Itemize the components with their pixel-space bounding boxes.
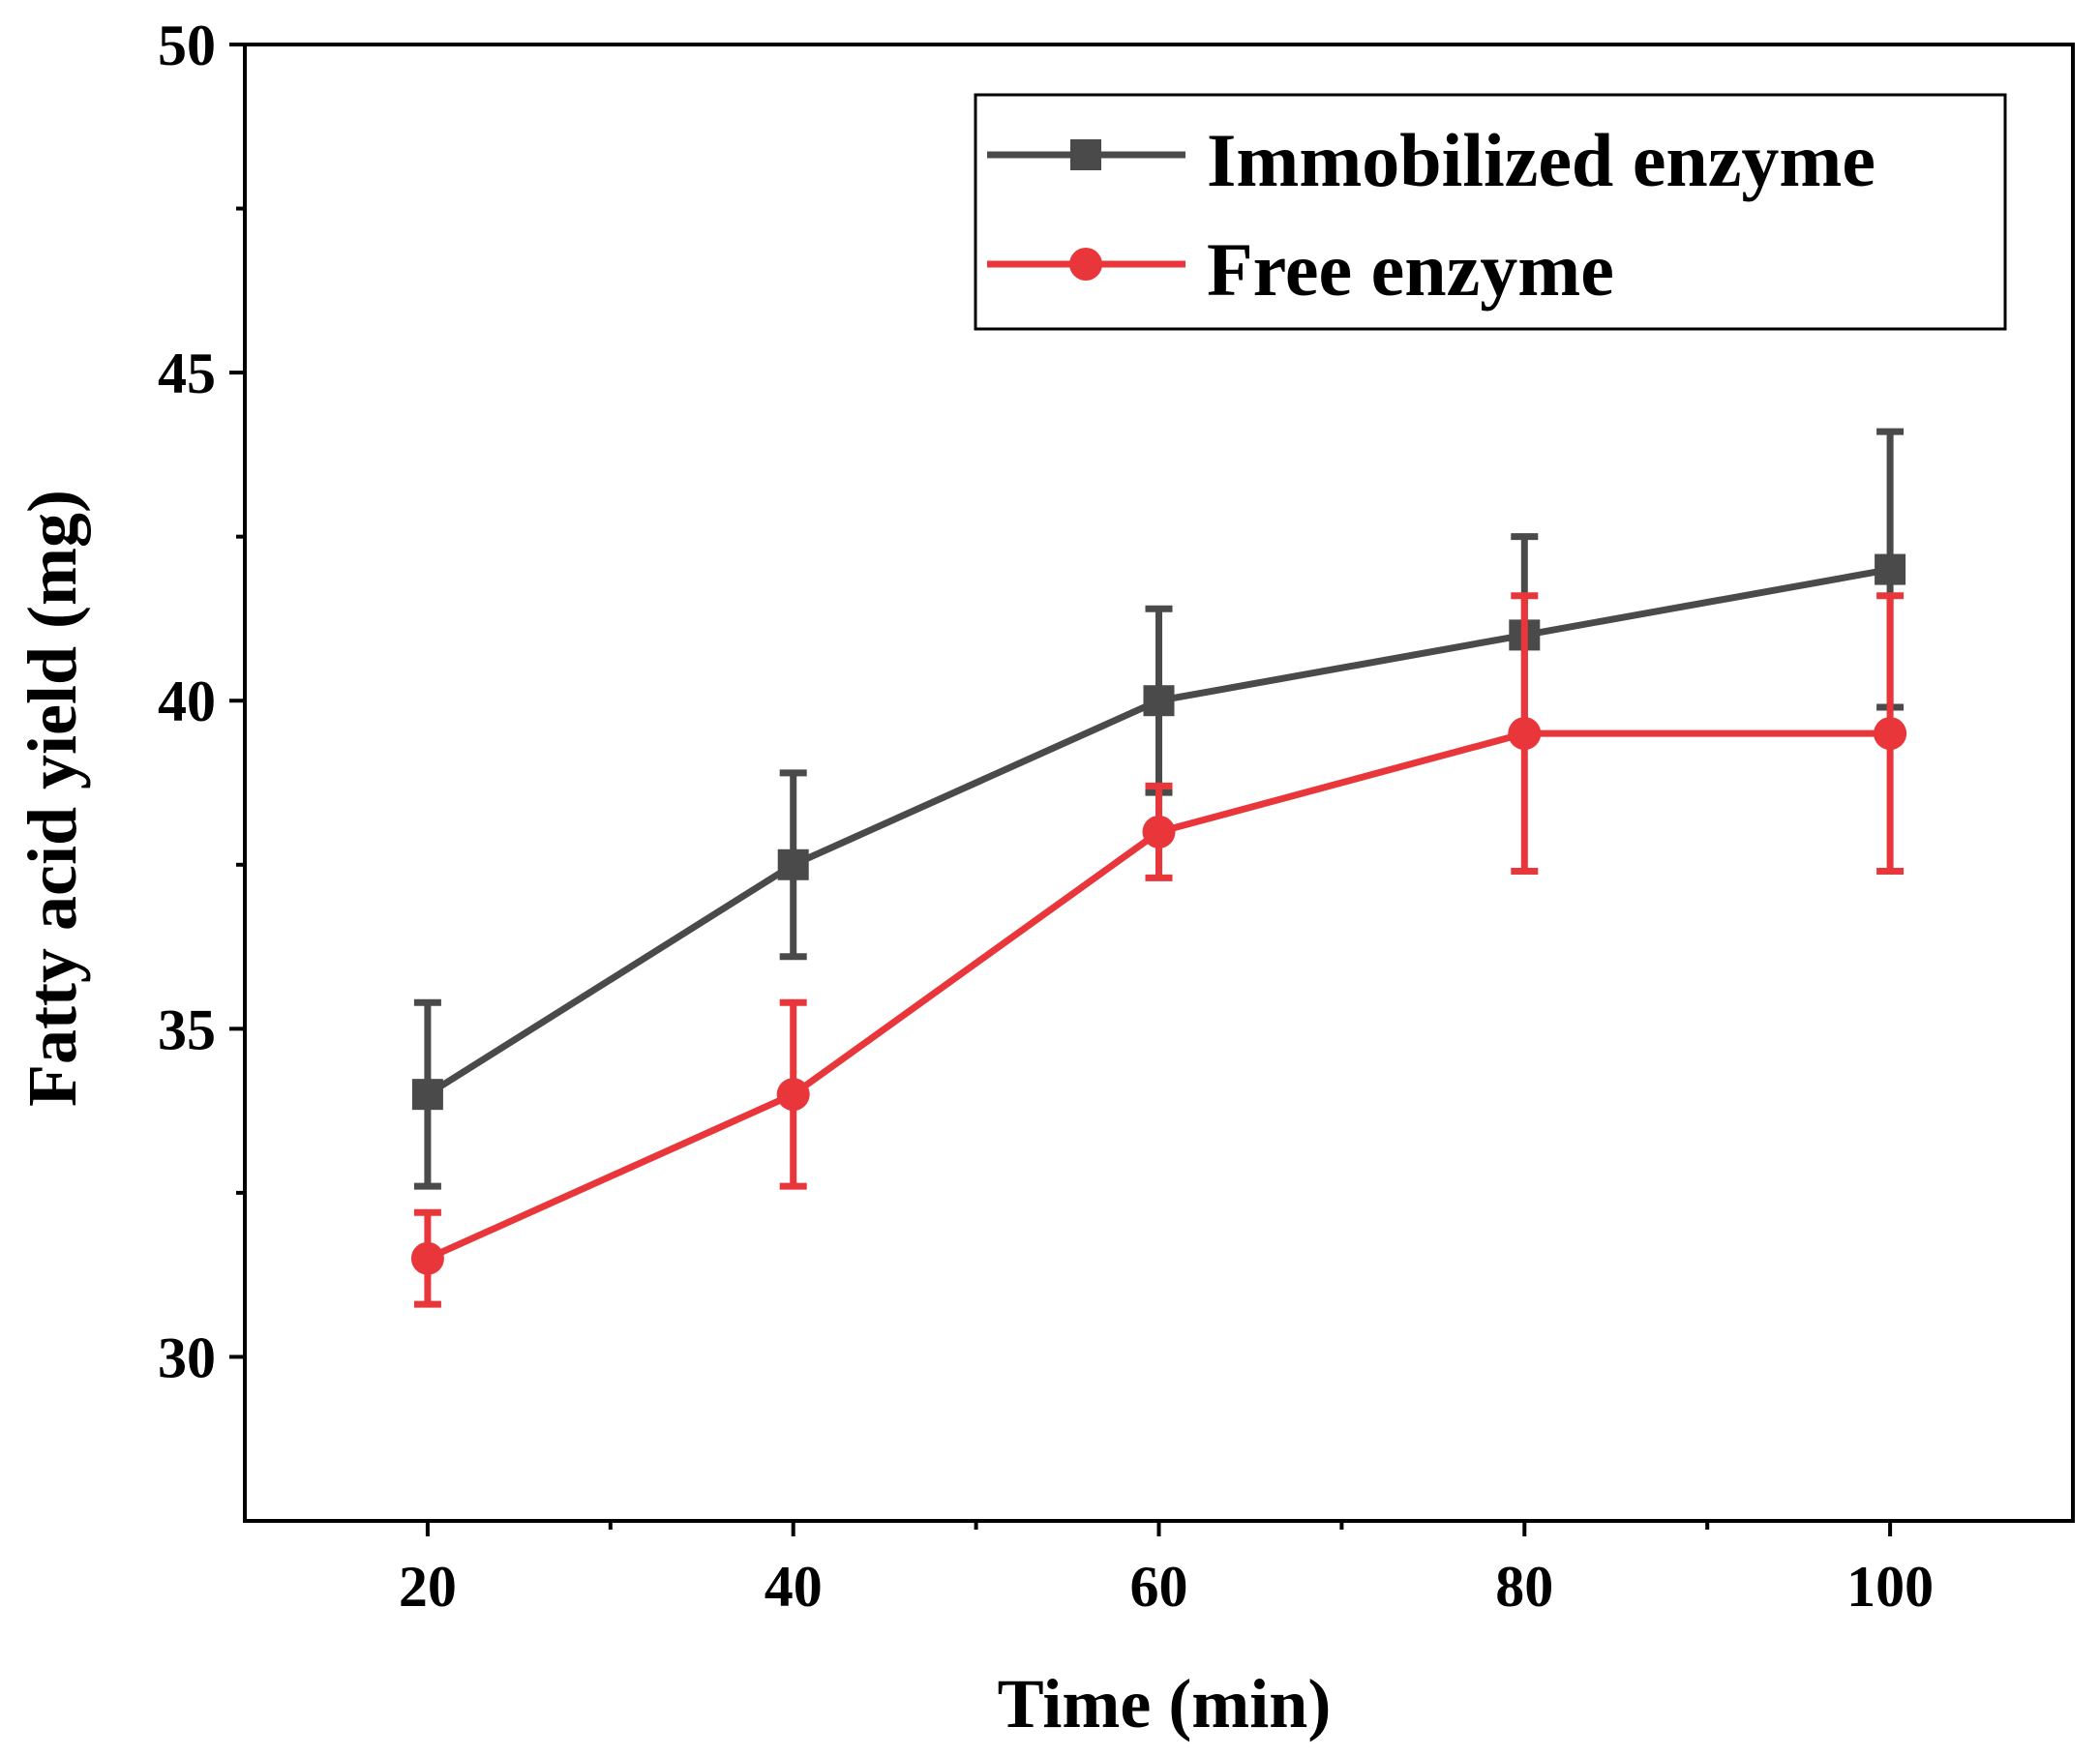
legend-label-immobilized-enzyme: Immobilized enzyme [1207,118,1875,202]
legend-key-square [1070,139,1101,170]
x-tick-label: 20 [399,1555,457,1619]
y-axis-ticks: 30 35 40 45 50 [158,14,245,1389]
x-axis-title: Time (min) [998,1665,1332,1742]
x-tick-label: 40 [765,1555,823,1619]
x-tick-label: 60 [1130,1555,1188,1619]
y-tick-label: 35 [158,997,216,1061]
series-1 [410,592,1907,1308]
legend-box [974,93,2007,331]
data-point-circle [410,1241,444,1275]
x-axis-ticks: 20 40 60 80 100 [399,1521,1934,1619]
data-point-square [1875,553,1906,585]
y-tick-label: 30 [158,1325,216,1389]
x-tick-label: 80 [1495,1555,1553,1619]
series-layer [410,428,1907,1308]
data-point-circle [1874,717,1907,751]
data-point-circle [1142,815,1176,848]
y-axis-title: Fatty acid yield (mg) [14,490,91,1107]
data-point-square [1143,685,1175,717]
y-tick-label: 45 [158,342,216,405]
y-tick-label: 40 [158,670,216,733]
legend-label-free-enzyme: Free enzyme [1207,227,1614,312]
x-tick-label: 100 [1846,1555,1934,1619]
legend-key-circle [1069,248,1102,281]
legend-keys [987,139,1185,281]
y-tick-label: 50 [158,14,216,77]
data-point-square [411,1079,443,1111]
data-point-circle [1508,717,1542,751]
legend: Immobilized enzyme Free enzyme [974,93,2007,331]
data-point-circle [776,1078,810,1112]
data-point-square [777,848,809,880]
